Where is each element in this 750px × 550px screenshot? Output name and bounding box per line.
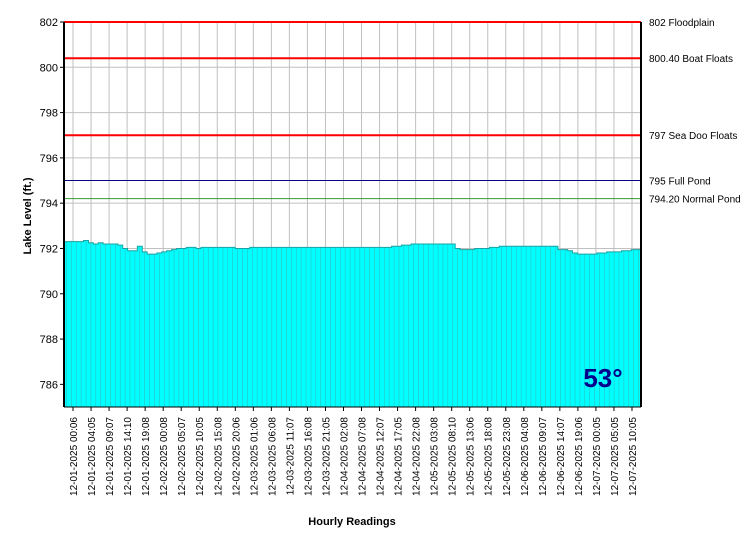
x-tick-label: 12-04-2025 17:05	[394, 417, 405, 496]
x-tick-label: 12-01-2025 04:05	[87, 417, 98, 496]
x-tick-label: 12-07-2025 05:05	[610, 417, 621, 496]
x-axis-title: Hourly Readings	[308, 516, 395, 528]
y-tick-label: 788	[40, 334, 58, 346]
x-tick-label: 12-06-2025 04:08	[520, 417, 531, 496]
reference-label: 794.20 Normal Pond	[649, 195, 741, 206]
x-tick-label: 12-04-2025 22:08	[412, 417, 423, 496]
x-tick-label: 12-05-2025 13:06	[466, 417, 477, 496]
x-tick-label: 12-03-2025 11:07	[285, 417, 296, 496]
x-tick-label: 12-02-2025 05:07	[177, 417, 188, 496]
x-tick-label: 12-06-2025 09:07	[538, 417, 549, 496]
level-outline	[64, 240, 641, 255]
x-tick-label: 12-02-2025 15:08	[213, 417, 224, 496]
reference-lines: 802 Floodplain 800.40 Boat Floats 797 Sea …	[64, 18, 741, 206]
y-tick-label: 790	[40, 289, 58, 301]
x-tick-label: 12-04-2025 07:08	[358, 417, 369, 496]
x-tick-label: 12-03-2025 21:05	[321, 417, 332, 496]
x-tick-label: 12-02-2025 20:06	[231, 417, 242, 496]
x-tick-label: 12-05-2025 18:08	[484, 417, 495, 496]
reference-label: 795 Full Pond	[649, 177, 711, 188]
x-tick-label: 12-01-2025 09:07	[105, 417, 116, 496]
x-tick-label: 12-02-2025 10:05	[195, 417, 206, 496]
x-tick-label: 12-01-2025 19:08	[141, 417, 152, 496]
x-tick-label: 12-07-2025 10:05	[628, 417, 639, 496]
x-tick-label: 12-03-2025 01:06	[249, 417, 260, 496]
y-tick-label: 798	[40, 108, 58, 120]
y-tick-label: 802	[40, 17, 58, 29]
y-tick-label: 786	[40, 379, 58, 391]
x-tick-label: 12-04-2025 12:07	[376, 417, 387, 496]
y-tick-label: 792	[40, 243, 58, 255]
reference-label: 802 Floodplain	[649, 18, 715, 29]
x-tick-label: 12-05-2025 03:08	[430, 417, 441, 496]
y-tick-labels: 786 788 790 792 794 796 798 800 802	[40, 17, 64, 391]
y-tick-label: 796	[40, 153, 58, 165]
reference-label: 800.40 Boat Floats	[649, 54, 733, 65]
x-tick-label: 12-04-2025 02:08	[339, 417, 350, 496]
x-tick-label: 12-03-2025 06:08	[267, 417, 278, 496]
x-tick-label: 12-06-2025 19:06	[574, 417, 585, 496]
x-tick-label: 12-06-2025 14:07	[556, 417, 567, 496]
x-tick-label: 12-03-2025 16:08	[303, 417, 314, 496]
x-tick-label: 12-05-2025 23:08	[502, 417, 513, 496]
x-tick-label: 12-02-2025 00:08	[159, 417, 170, 496]
y-tick-label: 794	[40, 198, 58, 210]
x-tick-label: 12-01-2025 00:06	[69, 417, 80, 496]
x-tick-labels: 12-01-2025 00:06 12-01-2025 04:05 12-01-20…	[69, 407, 639, 496]
x-tick-label: 12-07-2025 00:05	[592, 417, 603, 496]
y-tick-label: 800	[40, 62, 58, 74]
x-tick-label: 12-01-2025 14:10	[123, 417, 134, 496]
axes	[63, 22, 642, 408]
water-level-area	[64, 240, 642, 407]
temperature-reading: 53°	[583, 363, 622, 393]
x-tick-label: 12-05-2025 08:10	[448, 417, 459, 496]
y-axis-title: Lake Level (ft.)	[22, 177, 34, 254]
temperature-badge: 53°	[583, 363, 622, 393]
reference-label: 797 Sea Doo Floats	[649, 131, 737, 142]
